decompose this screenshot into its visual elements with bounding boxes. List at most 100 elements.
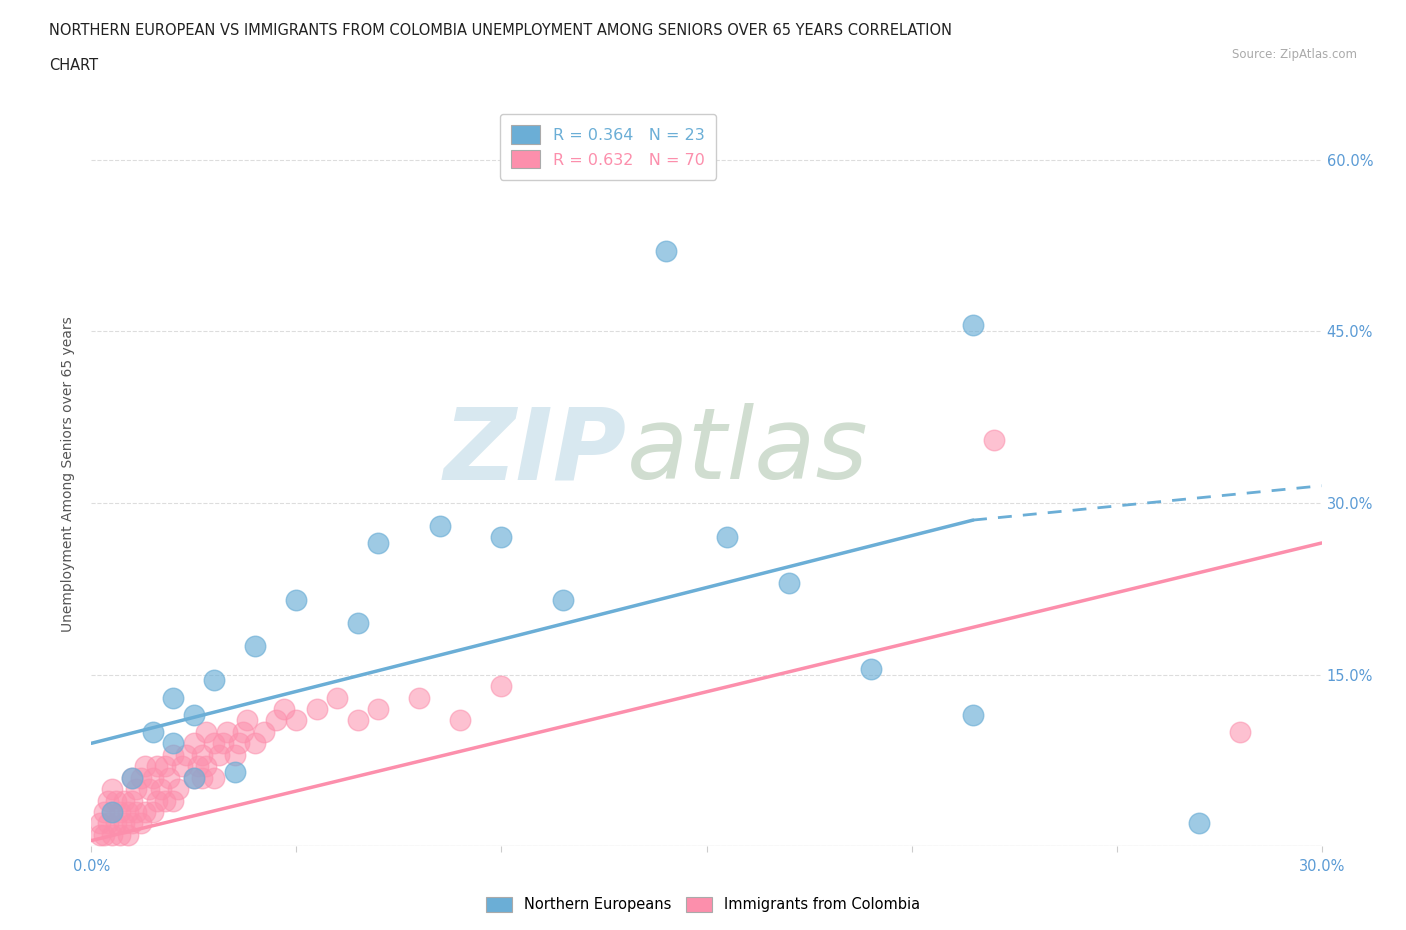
- Text: NORTHERN EUROPEAN VS IMMIGRANTS FROM COLOMBIA UNEMPLOYMENT AMONG SENIORS OVER 65: NORTHERN EUROPEAN VS IMMIGRANTS FROM COL…: [49, 23, 952, 38]
- Point: [101, 804, 124, 819]
- Point: [112, 793, 135, 808]
- Point: [347, 713, 370, 728]
- Point: [245, 736, 267, 751]
- Point: [449, 713, 471, 728]
- Point: [195, 724, 218, 739]
- Point: [162, 736, 184, 751]
- Point: [93, 804, 115, 819]
- Point: [326, 690, 349, 705]
- Point: [654, 244, 676, 259]
- Point: [983, 432, 1005, 447]
- Point: [962, 707, 984, 722]
- Point: [121, 770, 143, 785]
- Point: [491, 679, 513, 694]
- Point: [112, 816, 135, 830]
- Point: [183, 770, 205, 785]
- Point: [367, 701, 389, 716]
- Point: [101, 828, 124, 843]
- Point: [89, 816, 111, 830]
- Point: [142, 804, 165, 819]
- Point: [195, 759, 218, 774]
- Point: [202, 673, 225, 688]
- Point: [264, 713, 287, 728]
- Point: [121, 793, 143, 808]
- Point: [191, 748, 214, 763]
- Point: [859, 661, 882, 676]
- Point: [150, 781, 173, 796]
- Text: Source: ZipAtlas.com: Source: ZipAtlas.com: [1232, 48, 1357, 61]
- Point: [211, 736, 233, 751]
- Point: [93, 828, 115, 843]
- Point: [97, 816, 120, 830]
- Point: [778, 576, 800, 591]
- Point: [273, 701, 295, 716]
- Point: [347, 616, 370, 631]
- Point: [121, 816, 143, 830]
- Point: [1187, 816, 1209, 830]
- Point: [97, 793, 120, 808]
- Point: [162, 793, 184, 808]
- Point: [89, 828, 111, 843]
- Point: [183, 770, 205, 785]
- Point: [285, 713, 308, 728]
- Point: [108, 828, 131, 843]
- Point: [134, 804, 156, 819]
- Point: [162, 690, 184, 705]
- Point: [101, 781, 124, 796]
- Point: [138, 781, 160, 796]
- Point: [187, 759, 209, 774]
- Point: [228, 736, 250, 751]
- Point: [408, 690, 430, 705]
- Legend: Northern Europeans, Immigrants from Colombia: Northern Europeans, Immigrants from Colo…: [481, 891, 925, 918]
- Text: atlas: atlas: [627, 404, 868, 500]
- Point: [367, 536, 389, 551]
- Point: [153, 759, 177, 774]
- Text: CHART: CHART: [49, 58, 98, 73]
- Point: [101, 804, 124, 819]
- Point: [183, 736, 205, 751]
- Point: [305, 701, 328, 716]
- Point: [215, 724, 238, 739]
- Point: [1229, 724, 1251, 739]
- Point: [108, 804, 131, 819]
- Point: [183, 707, 205, 722]
- Point: [125, 781, 148, 796]
- Point: [146, 793, 169, 808]
- Point: [142, 724, 165, 739]
- Point: [105, 793, 127, 808]
- Point: [491, 530, 513, 545]
- Point: [125, 804, 148, 819]
- Text: ZIP: ZIP: [443, 404, 627, 500]
- Point: [157, 770, 180, 785]
- Point: [716, 530, 738, 545]
- Point: [245, 639, 267, 654]
- Point: [236, 713, 259, 728]
- Point: [117, 804, 139, 819]
- Point: [962, 318, 984, 333]
- Point: [129, 816, 152, 830]
- Point: [202, 736, 225, 751]
- Point: [142, 770, 165, 785]
- Point: [153, 793, 177, 808]
- Point: [191, 770, 214, 785]
- Point: [117, 828, 139, 843]
- Point: [129, 770, 152, 785]
- Legend: R = 0.364   N = 23, R = 0.632   N = 70: R = 0.364 N = 23, R = 0.632 N = 70: [501, 114, 716, 179]
- Point: [166, 781, 188, 796]
- Point: [232, 724, 254, 739]
- Point: [224, 748, 246, 763]
- Point: [285, 592, 308, 607]
- Point: [170, 759, 193, 774]
- Point: [224, 764, 246, 779]
- Point: [146, 759, 169, 774]
- Point: [174, 748, 197, 763]
- Point: [121, 770, 143, 785]
- Point: [162, 748, 184, 763]
- Point: [429, 518, 451, 533]
- Point: [207, 748, 229, 763]
- Point: [134, 759, 156, 774]
- Y-axis label: Unemployment Among Seniors over 65 years: Unemployment Among Seniors over 65 years: [62, 316, 76, 632]
- Point: [202, 770, 225, 785]
- Point: [105, 816, 127, 830]
- Point: [253, 724, 276, 739]
